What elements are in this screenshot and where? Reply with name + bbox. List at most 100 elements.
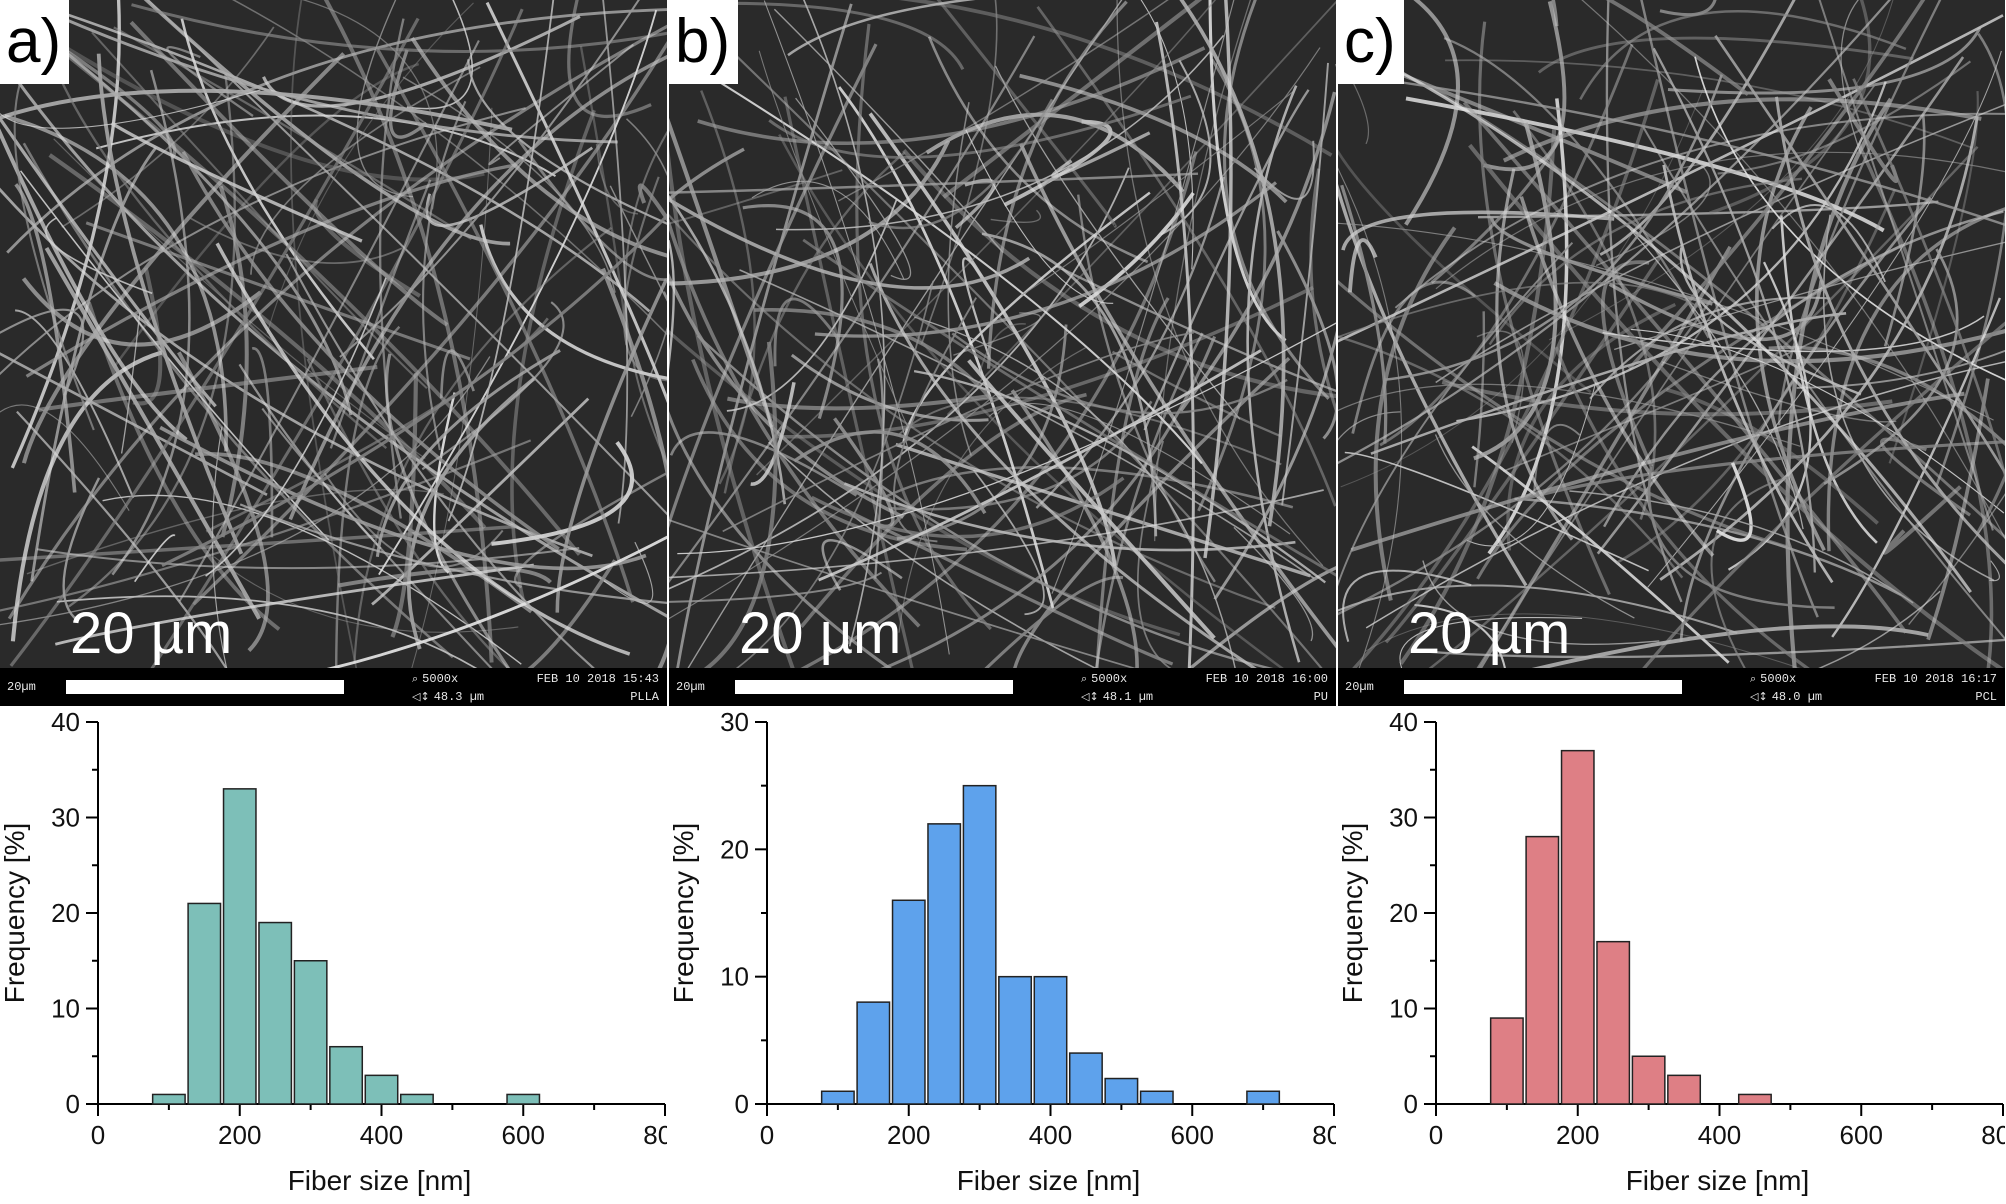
fiber [44,246,261,620]
fiber [600,267,667,668]
fiber [54,563,534,646]
x-tick-label: 800 [1312,1120,1336,1150]
fiber [868,112,1117,567]
fiber [814,181,1278,338]
y-tick-label: 0 [66,1089,80,1119]
fiber [1473,311,1486,488]
fiber [1715,462,1753,542]
histogram-bar [1068,1052,1103,1105]
fiber [96,53,244,555]
width-arrow-icon: ◁↕ [412,690,430,703]
fiber [439,349,475,399]
histogram-bar [187,902,222,1105]
y-tick-label: 20 [720,834,749,864]
fiber [773,297,839,367]
fiber [146,0,667,516]
fiber [1662,164,1834,584]
fiber [811,476,1125,539]
histogram-bar [1489,1017,1524,1105]
fiber [1276,230,1336,440]
fiber-texture-c [1338,0,2005,668]
panel-letter-c: c) [1338,0,1404,84]
fiber [595,144,638,215]
fiber [1338,383,1801,447]
fiber [1340,184,1388,444]
fiber [802,238,1336,577]
fiber [1338,281,1703,338]
fiber [637,183,667,223]
fiber [669,217,921,628]
fiber [19,170,330,541]
fiber [62,477,101,622]
y-tick-label: 10 [720,962,749,992]
histogram-bar [856,1001,891,1105]
fiber [795,97,912,280]
fiber [669,489,1324,579]
fiber [231,0,667,336]
fiber [1717,60,1972,175]
fiber [768,441,1097,668]
fiber [388,49,428,139]
x-axis-label: Fiber size [nm] [288,1165,472,1196]
fiber [1476,85,1875,668]
histogram-bar [506,1093,541,1105]
y-tick-label: 10 [51,994,80,1024]
histogram-bar [1104,1077,1139,1105]
histogram-bar [962,784,997,1105]
fiber [1352,78,1660,668]
material-label: PCL [1975,690,1997,704]
fiber [517,139,667,281]
scale-text-c: 20 µm [1408,601,1571,666]
fiber [1344,451,1649,572]
fiber [447,0,555,522]
fiber [1589,296,1831,400]
fiber-texture-b [669,0,1336,668]
fiber [1466,382,1597,547]
histogram-bar [364,1074,399,1105]
fiber [356,0,414,198]
histogram-bar [1246,1090,1281,1105]
fiber [7,10,485,182]
fiber [775,34,1225,231]
fiber [669,213,1276,609]
fiber [1350,391,1965,552]
fiber [36,546,580,570]
fiber [0,88,513,132]
fiber [375,48,635,603]
histogram-b: 0 10 20 30 0 200 400 600 800 Fiber size [nm] Frequ… [669,707,1336,1196]
fiber [213,556,519,633]
horizontal-field-width: ◁↕ 48.3 µm [412,690,485,704]
acquisition-date: FEB 10 2018 15:43 [536,672,659,686]
fiber [1506,302,1676,551]
fiber [371,397,590,606]
fiber [758,50,909,428]
fiber [1818,590,1941,668]
x-tick-label: 200 [1556,1120,1599,1150]
fiber [891,400,1153,511]
panel-letter-b: b) [669,0,739,84]
fiber [1434,434,1635,619]
width-arrow-icon: ◁↕ [1081,690,1099,703]
fiber [1579,10,1907,100]
fiber [1309,168,1336,415]
fiber [1370,312,1847,455]
fiber-strands [1338,0,2005,668]
fiber [984,575,1124,668]
fiber [1533,423,1581,492]
fiber [1608,280,1823,342]
horizontal-field-width: ◁↕ 48.0 µm [1750,690,1823,704]
magnification: ⌕ 5000x [1750,672,1797,686]
fiber [338,566,552,588]
fiber [1364,613,1801,668]
panel-c: c) 20 µm 20µm ⌕ 5000x ◁↕ 48.0 µm FEB 10 20… [1338,0,2005,1204]
fiber [1487,98,1569,555]
histogram-bar [1596,940,1631,1105]
fiber [623,176,667,382]
fiber [1647,50,2002,588]
fiber [722,331,1194,533]
fiber [1519,196,1715,557]
fiber [488,43,634,166]
fiber [1179,0,1286,527]
fiber [1443,37,1710,339]
fiber [1775,96,2005,565]
